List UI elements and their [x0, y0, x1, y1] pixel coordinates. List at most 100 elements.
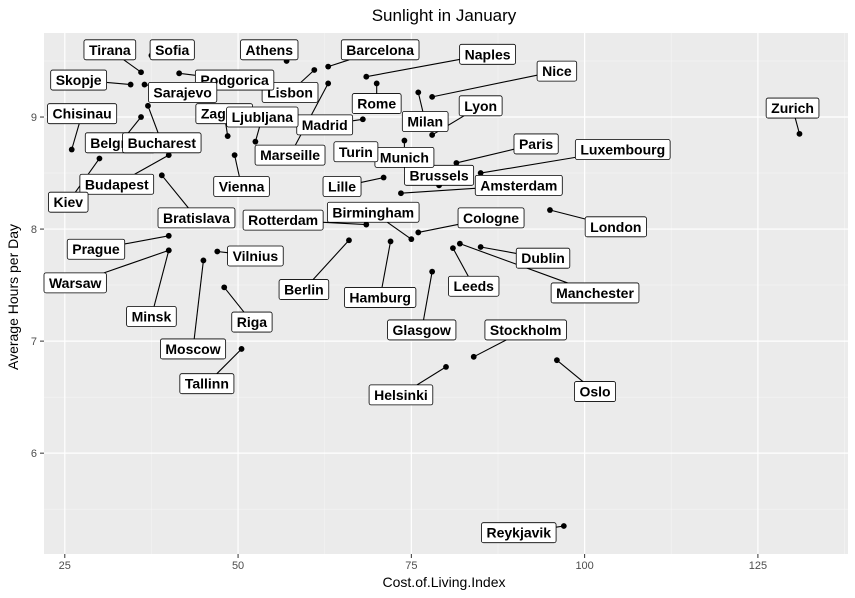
data-point	[415, 89, 422, 96]
point-label-box	[122, 132, 202, 154]
point-label-text: Warsaw	[49, 275, 102, 291]
point-label-box	[458, 95, 503, 117]
point-label: Marseille	[254, 144, 326, 166]
connector-line	[193, 260, 204, 340]
point-label: Naples	[459, 43, 516, 65]
connector-line	[473, 339, 507, 358]
point-label: Chisinau	[47, 103, 118, 125]
point-label-box	[149, 39, 195, 61]
point-label-box	[765, 97, 820, 119]
data-point	[176, 70, 183, 77]
data-point	[165, 152, 172, 159]
data-point	[145, 102, 151, 109]
point-label-text: Bucharest	[128, 135, 197, 151]
point-label-text: Hamburg	[349, 289, 410, 305]
point-label-text: Zurich	[771, 100, 814, 116]
point-label: Turin	[333, 141, 379, 163]
connector-line	[387, 221, 412, 240]
data-point	[429, 93, 436, 100]
point-label-box	[83, 39, 137, 61]
point-label: Madrid	[296, 114, 354, 136]
point-label-text: Podgorica	[200, 72, 269, 88]
point-label: Lisbon	[261, 81, 319, 103]
point-label: Munich	[374, 146, 435, 168]
point-label: Barcelona	[340, 39, 420, 61]
point-label-text: Birmingham	[332, 204, 414, 220]
point-label: Bucharest	[122, 132, 202, 154]
data-point	[165, 232, 172, 239]
point-label-text: Kiev	[53, 194, 83, 210]
point-label-text: Stockholm	[490, 322, 562, 338]
connector-line	[360, 176, 384, 183]
point-label-box	[368, 384, 434, 406]
point-label: Luxembourg	[574, 139, 671, 160]
data-point	[443, 363, 449, 370]
point-label-text: Barcelona	[346, 42, 414, 58]
data-point	[96, 155, 103, 162]
point-label-box	[79, 173, 155, 195]
point-label: Athens	[240, 39, 299, 61]
point-label-text: London	[590, 219, 641, 235]
point-label-box	[47, 103, 118, 125]
point-label-text: Oslo	[579, 384, 610, 400]
point-label: Riga	[231, 311, 273, 333]
point-label-box	[179, 373, 235, 395]
connector-line	[123, 59, 142, 73]
point-label-text: Lisbon	[267, 84, 313, 100]
data-point	[553, 357, 560, 364]
connector-line	[300, 69, 315, 83]
point-label-text: Ljubljana	[232, 109, 294, 125]
point-label: Berlin	[278, 279, 330, 300]
data-point	[224, 133, 231, 139]
point-label: Tirana	[83, 39, 137, 61]
connector-line	[312, 239, 350, 280]
y-tick-label: 9	[31, 112, 37, 124]
data-point	[238, 346, 245, 352]
data-point	[363, 221, 370, 228]
connector-line	[400, 187, 476, 194]
point-label: Hamburg	[344, 287, 417, 308]
point-label-box	[126, 306, 177, 327]
point-label: Moscow	[160, 338, 227, 360]
point-label-box	[550, 282, 640, 304]
point-label: Sofia	[149, 39, 195, 61]
point-label-box	[481, 522, 557, 544]
connector-line	[216, 348, 242, 375]
y-tick-label: 6	[31, 448, 37, 460]
connector-line	[422, 271, 433, 321]
point-label-text: Leeds	[453, 278, 494, 294]
point-label-text: Madrid	[302, 117, 348, 133]
point-label-text: Luxembourg	[580, 142, 665, 158]
connector-line	[480, 156, 576, 174]
point-label-text: Helsinki	[374, 387, 428, 403]
axes: 25 50 75 100 125 6 7 8 9	[31, 112, 767, 572]
connector-line	[459, 243, 568, 284]
point-label-text: Tirana	[89, 42, 131, 58]
point-label-box	[387, 319, 457, 341]
point-label-box	[231, 311, 273, 333]
point-label-text: Skopje	[56, 72, 102, 88]
point-label-box	[333, 141, 379, 163]
point-label-box	[574, 381, 616, 402]
x-tick-label: 25	[59, 560, 71, 572]
point-label: Dublin	[515, 247, 571, 269]
point-label-box	[484, 319, 567, 341]
y-tick-label: 8	[31, 224, 37, 236]
point-label: Rome	[351, 93, 402, 114]
y-axis-title: Average Hours per Day	[5, 224, 21, 370]
data-point	[214, 248, 221, 255]
point-label-text: Amsterdam	[480, 177, 557, 193]
point-label-box	[226, 106, 299, 128]
point-label-text: Milan	[407, 114, 443, 130]
point-label: Helsinki	[368, 384, 434, 406]
connector-line	[234, 155, 240, 177]
point-label-box	[459, 43, 516, 65]
point-label: Cologne	[457, 207, 525, 229]
point-label-text: Berlin	[284, 282, 324, 298]
connector-line	[161, 174, 189, 209]
point-label-box	[515, 247, 571, 269]
data-point	[221, 284, 228, 291]
data-point	[373, 80, 380, 87]
point-label-box	[160, 338, 227, 360]
point-label-box	[148, 81, 218, 103]
